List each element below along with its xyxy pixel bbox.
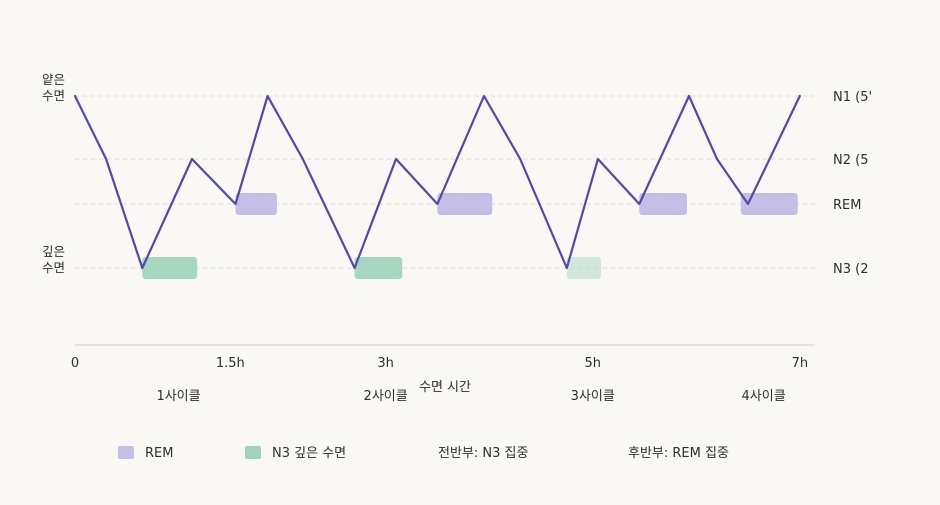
x-tick-7h: 7h — [792, 356, 809, 371]
highlight-rem-7 — [741, 193, 798, 215]
x-tick-1-5h: 1.5h — [216, 356, 245, 371]
highlight-n3-5 — [567, 257, 601, 279]
series-line-group — [75, 96, 800, 268]
legend-swatch-rem — [118, 446, 134, 459]
x-axis-title: 수면 시간 — [419, 380, 471, 395]
x-tick-3h: 3h — [377, 356, 394, 371]
legend-swatch-n3 — [245, 446, 261, 459]
gridlines — [75, 96, 815, 268]
cycle-label-3: 3사이클 — [571, 389, 615, 404]
legend-item-3: 전반부: N3 집중 — [438, 446, 528, 461]
highlight-rem-4 — [437, 193, 492, 215]
sleep-stage-line — [75, 96, 800, 268]
highlight-rem-2 — [235, 193, 276, 215]
legend-item-2: N3 깊은 수면 — [272, 446, 346, 461]
cycle-label-4: 4사이클 — [742, 389, 786, 404]
y-label-rem: REM — [833, 198, 861, 213]
stage-highlights — [142, 193, 797, 279]
highlight-rem-6 — [639, 193, 687, 215]
left-label-n1-line-1: 얕은 — [42, 72, 65, 87]
x-tick-0: 0 — [71, 356, 79, 371]
cycle-label-1: 1사이클 — [156, 389, 200, 404]
y-label-n3: N3 (2 — [833, 262, 868, 277]
left-label-n3-line-2: 수면 — [42, 260, 65, 275]
x-tick-5h: 5h — [584, 356, 601, 371]
cycle-label-2: 2사이클 — [364, 389, 408, 404]
y-label-n1: N1 (5' — [833, 90, 872, 105]
highlight-n3-1 — [142, 257, 197, 279]
left-label-n3-line-1: 깊은 — [42, 244, 65, 259]
legend: REM N3 깊은 수면 전반부: N3 집중 후반부: REM 집중 — [118, 446, 729, 461]
highlight-n3-3 — [355, 257, 403, 279]
x-tick-labels: 0 1.5h 3h 5h 7h — [71, 356, 808, 371]
cycle-labels: 1사이클 2사이클 3사이클 4사이클 — [156, 389, 785, 404]
legend-item-4: 후반부: REM 집중 — [628, 446, 729, 461]
y-label-n2: N2 (5 — [833, 153, 868, 168]
legend-item-1: REM — [145, 446, 173, 461]
y-level-labels: N1 (5' N2 (5 REM N3 (2 — [833, 90, 872, 277]
left-label-n1-line-2: 수면 — [42, 88, 65, 103]
